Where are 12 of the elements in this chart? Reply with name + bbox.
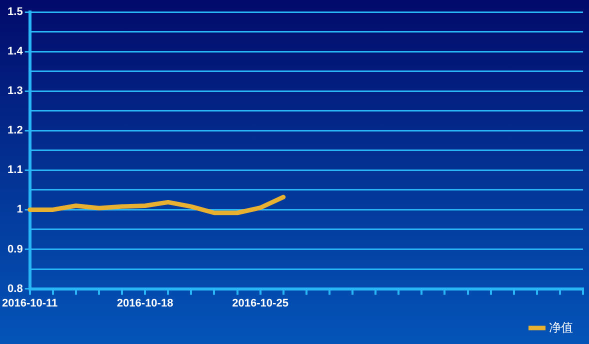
x-tick-label: 2016-10-18: [116, 297, 174, 310]
y-tick-label: 1.2: [8, 124, 23, 137]
y-tick-label: 1.3: [8, 85, 23, 98]
y-tick-label: 1.5: [8, 6, 23, 18]
y-tick-label: 1.1: [8, 164, 23, 176]
x-tick-label: 2016-10-11: [2, 297, 58, 310]
y-tick-label: 0.8: [8, 282, 23, 295]
y-tick-label: 1: [16, 204, 23, 216]
y-tick-label: 1.4: [8, 46, 24, 58]
x-tick-label: 2016-10-25: [232, 297, 288, 310]
legend-label: 净值: [549, 320, 573, 334]
y-tick-label: 0.9: [8, 243, 23, 256]
